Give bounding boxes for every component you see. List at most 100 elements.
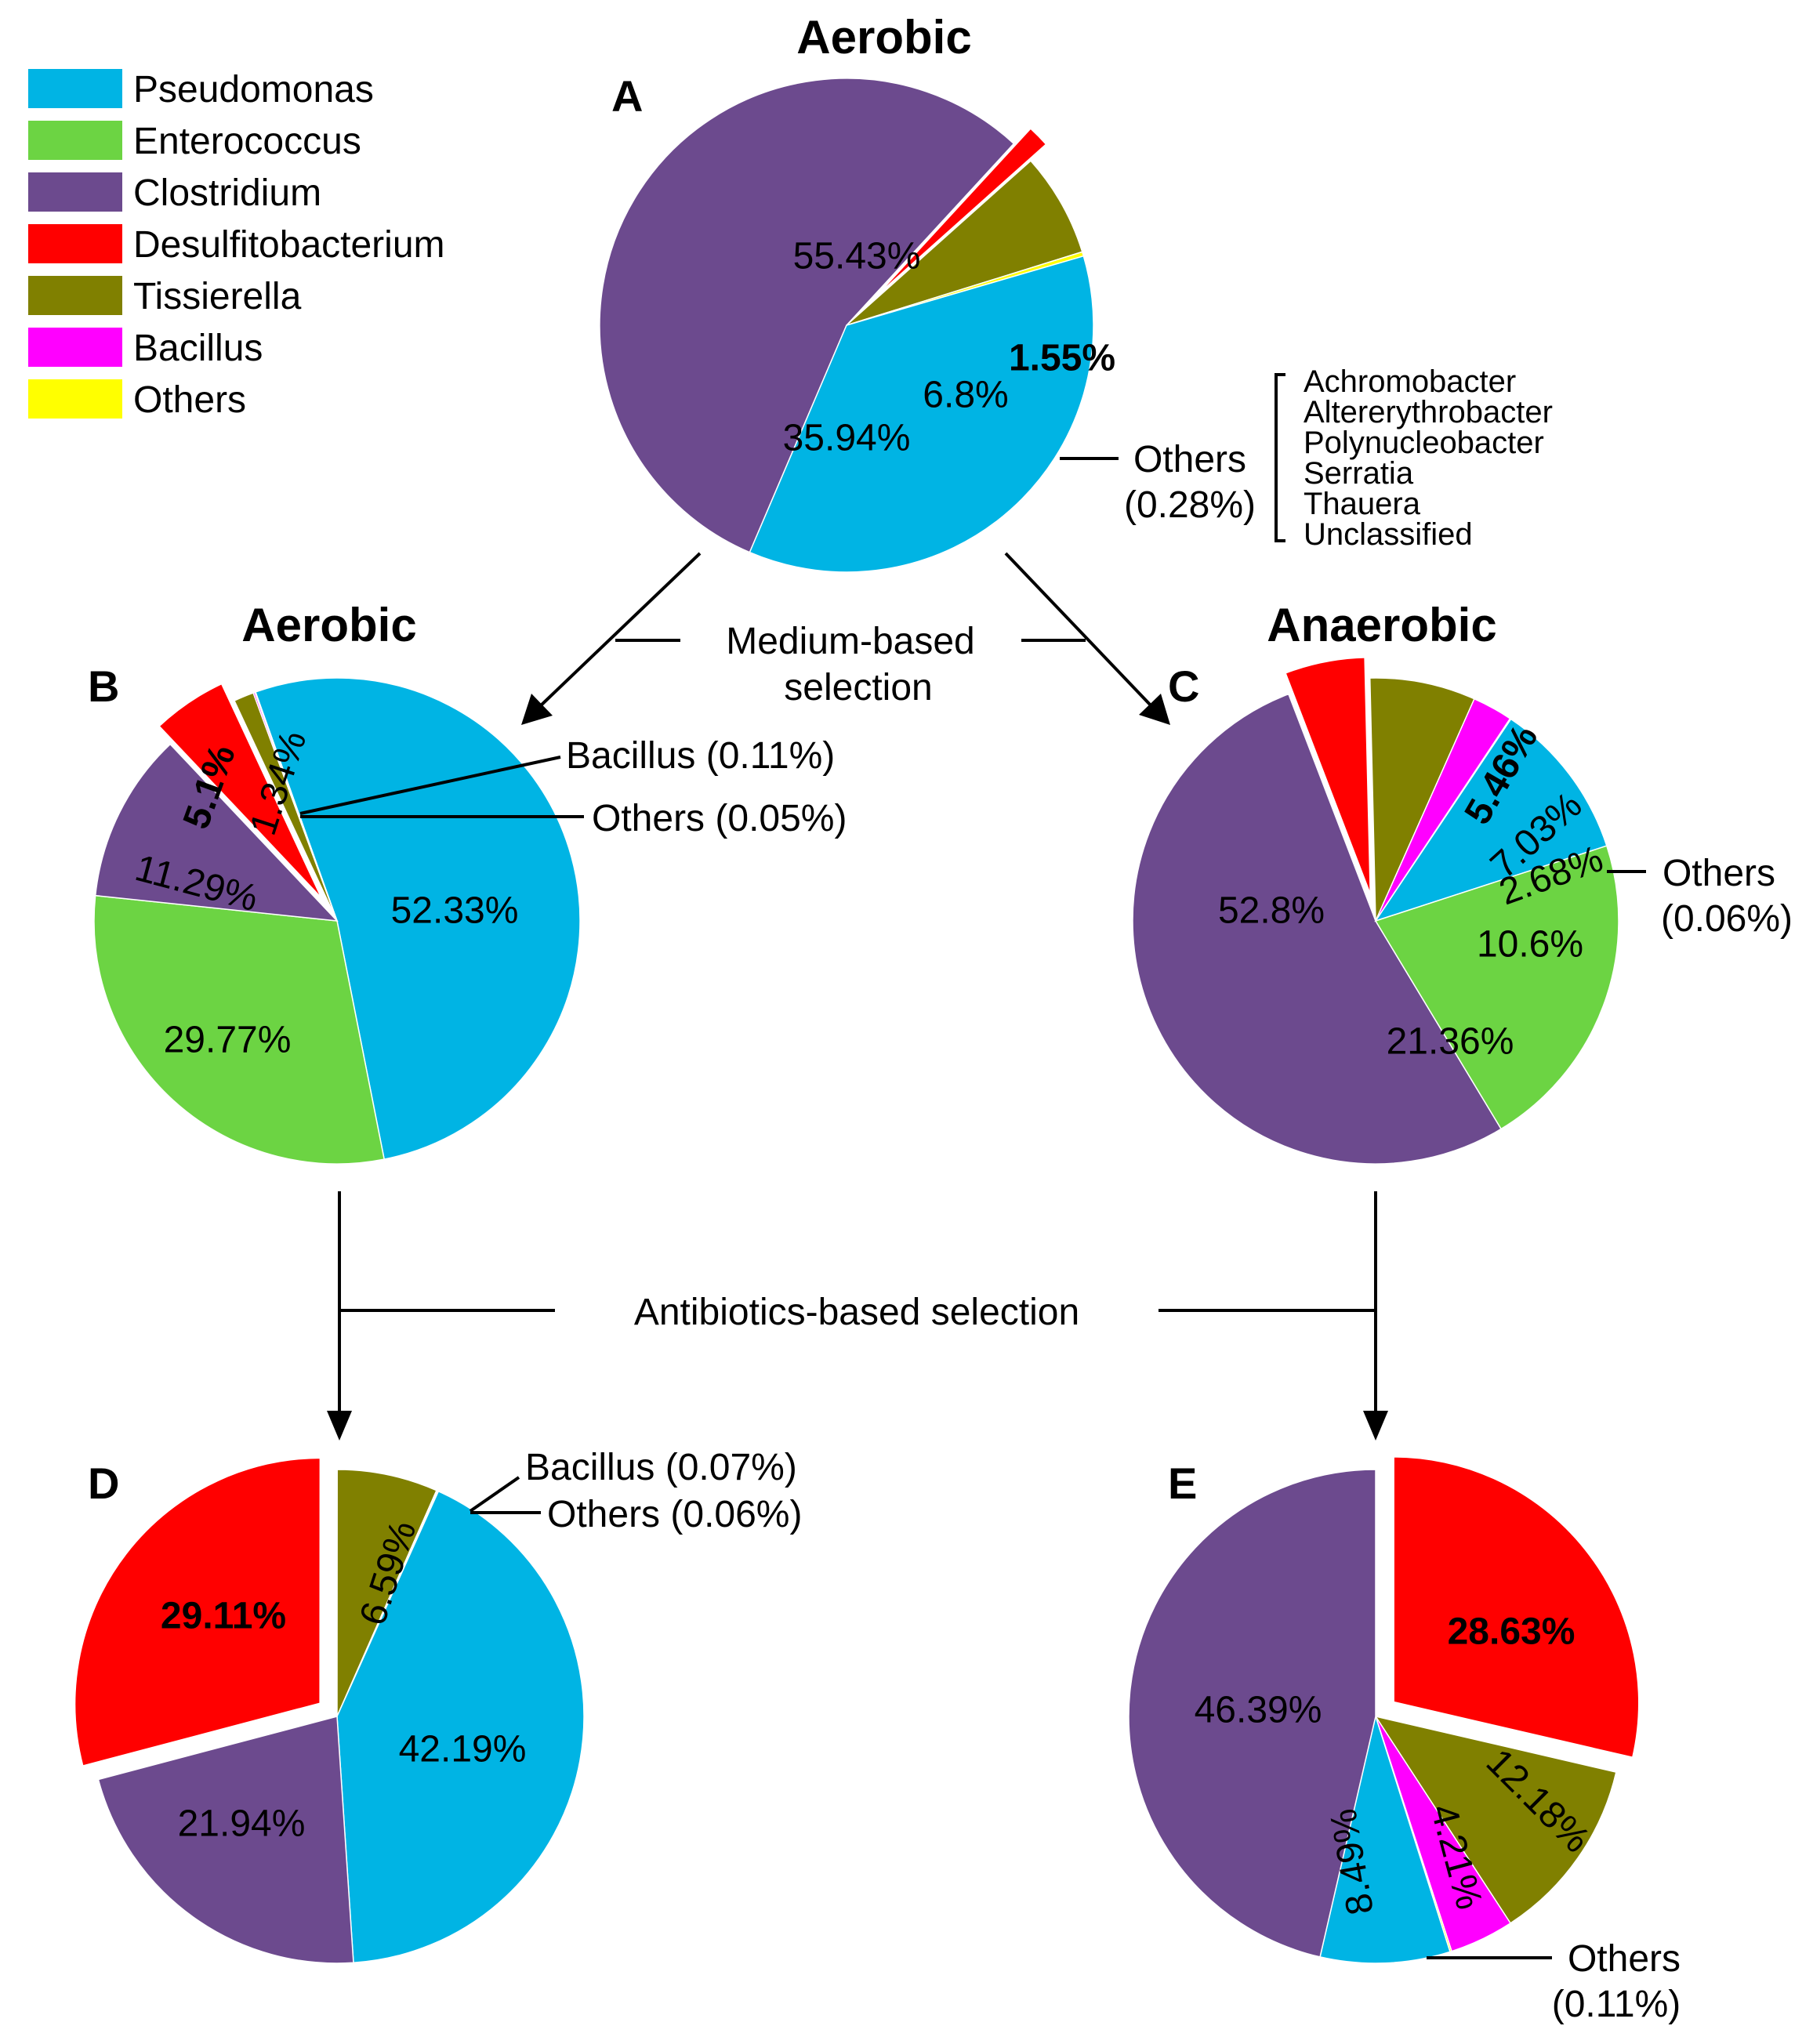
legend-label-others: Others xyxy=(133,379,246,421)
pie-d-slice-pseudomonas xyxy=(336,1490,585,1964)
b-others-label: Others (0.05%) xyxy=(592,798,847,839)
arrowhead-b xyxy=(521,694,553,725)
panel-d-annotations: Bacillus (0.07%) Others (0.06%) xyxy=(469,1447,802,1535)
panel-letter-e: E xyxy=(1168,1459,1197,1508)
pie-a-label-pseudomonas: 35.94% xyxy=(783,418,911,459)
pie-d-label-pseudomonas: 42.19% xyxy=(399,1729,527,1770)
header-c: Anaerobic xyxy=(1267,599,1496,651)
pie-a-slice-clostridium xyxy=(599,78,1015,553)
pie-chart-d: 29.11% 6.59%42.19%21.94% xyxy=(72,1455,585,1964)
pie-d-label-clostridium: 21.94% xyxy=(178,1803,306,1845)
arrow-a-to-c xyxy=(1004,552,1154,709)
panel-a-annotations: Others (0.28%) Achromobacter Altererythr… xyxy=(1060,364,1553,552)
legend-swatch-others xyxy=(28,379,122,419)
d-bacillus-label: Bacillus (0.07%) xyxy=(525,1447,797,1488)
legend-label-clostridium: Clostridium xyxy=(133,172,321,214)
pie-e-slice-desulfitobacterium xyxy=(1391,1454,1641,1761)
pie-e-slice-clostridium xyxy=(1128,1469,1376,1958)
pie-b-label-enterococcus: 29.77% xyxy=(164,1020,292,1061)
legend-label-tissierella: Tissierella xyxy=(133,276,302,317)
legend-swatch-bacillus xyxy=(28,328,122,367)
c-others-label: Others xyxy=(1663,853,1775,894)
others-genus-unclassified: Unclassified xyxy=(1304,517,1473,552)
a-others-value: (0.28%) xyxy=(1124,484,1256,526)
panel-letter-c: C xyxy=(1168,661,1199,711)
arrowhead-c xyxy=(1139,694,1170,725)
others-genus-serratia: Serratia xyxy=(1304,456,1414,491)
pie-c-label-enterococcus: 21.36% xyxy=(1387,1021,1514,1063)
arrowhead-e xyxy=(1363,1411,1388,1441)
e-others-label: Others xyxy=(1568,1938,1681,1980)
header-a: Aerobic xyxy=(796,11,971,63)
pie-chart-c: 52.8%5.46%7.03%2.68%10.6%21.36% xyxy=(1132,654,1619,1165)
pie-c-label-clostridium: 52.8% xyxy=(1218,890,1325,932)
pie-a-label-clostridium: 55.43% xyxy=(793,236,921,277)
header-b: Aerobic xyxy=(241,599,416,651)
others-genus-altererythrobacter: Altererythrobacter xyxy=(1304,395,1553,429)
antibiotics-selection-label: Antibiotics-based selection xyxy=(634,1292,1079,1333)
pie-e-label-desulfitobacterium: 28.63% xyxy=(1448,1611,1575,1653)
c-others-value: (0.06%) xyxy=(1661,898,1793,940)
pie-chart-b: 52.33%29.77%11.29%5.1%1.34% xyxy=(93,677,581,1165)
panel-letter-d: D xyxy=(88,1459,119,1508)
pie-chart-a: 55.43% 1.55%6.8% 35.94% xyxy=(599,78,1115,573)
legend-swatch-clostridium xyxy=(28,172,122,212)
pie-d-slice-desulfitobacterium xyxy=(72,1455,323,1770)
pie-e-label-clostridium: 46.39% xyxy=(1195,1690,1322,1731)
legend-label-pseudomonas: Pseudomonas xyxy=(133,69,374,111)
panel-letter-b: B xyxy=(88,661,119,711)
pie-a-label-desulfitobacterium: 1.55% xyxy=(1009,338,1115,379)
e-others-value: (0.11%) xyxy=(1552,1984,1681,2025)
pie-d-label-desulfitobacterium: 29.11% xyxy=(161,1596,286,1637)
pie-a-slice-desulfitobacterium xyxy=(861,125,1050,310)
others-genus-thauera: Thauera xyxy=(1304,487,1421,521)
legend-swatch-desulfitobacterium xyxy=(28,224,122,263)
pie-c-slice-tissierella xyxy=(1369,677,1475,922)
pie-d-slice-clostridium xyxy=(97,1716,354,1964)
legend: Pseudomonas Enterococcus Clostridium Des… xyxy=(28,69,445,421)
a-others-label: Others xyxy=(1133,439,1246,480)
medium-selection-label-line1: Medium-based xyxy=(726,621,974,662)
leader-d-bacillus xyxy=(469,1476,520,1513)
legend-label-enterococcus: Enterococcus xyxy=(133,121,361,162)
medium-selection-label-line2: selection xyxy=(784,667,932,709)
medium-selection-arrows: Medium-based selection xyxy=(521,552,1170,725)
legend-swatch-enterococcus xyxy=(28,121,122,160)
arrowhead-d xyxy=(327,1411,352,1441)
pie-c-label-pseudomonas: 10.6% xyxy=(1477,924,1583,966)
panel-letter-a: A xyxy=(611,71,643,121)
d-others-label: Others (0.06%) xyxy=(547,1494,802,1535)
panel-e-annotations: Others (0.11%) xyxy=(1427,1938,1681,2025)
pie-c-slice-enterococcus xyxy=(1374,845,1619,1130)
pie-d-slice-tissierella xyxy=(336,1469,437,1717)
others-genus-polynucleobacter: Polynucleobacter xyxy=(1304,426,1544,460)
others-bracket xyxy=(1275,373,1285,542)
pie-c-slice-clostridium xyxy=(1132,693,1503,1165)
pie-b-slice-clostridium xyxy=(94,743,339,922)
pie-e-slice-tissierella xyxy=(1374,1715,1617,1924)
pie-e-slice-pseudomonas xyxy=(1319,1714,1451,1964)
arrow-a-to-b xyxy=(538,552,702,709)
pie-b-label-pseudomonas: 52.33% xyxy=(391,890,519,932)
leader-b-bacillus xyxy=(299,756,561,815)
pie-a-label-tissierella: 6.8% xyxy=(923,375,1008,416)
legend-swatch-tissierella xyxy=(28,276,122,315)
pie-c-slice-pseudomonas xyxy=(1374,718,1608,922)
b-bacillus-label: Bacillus (0.11%) xyxy=(566,735,835,777)
pie-chart-e: 28.63%12.18%4.21%8.49%46.39% xyxy=(1128,1454,1641,1964)
antibiotics-selection-arrows: Antibiotics-based selection xyxy=(327,1191,1388,1441)
pie-a-slice-pseudomonas xyxy=(749,255,1094,573)
pie-c-slice-desulfitobacterium xyxy=(1282,654,1373,901)
pie-b-slice-pseudomonas xyxy=(255,677,581,1160)
others-genus-achromobacter: Achromobacter xyxy=(1304,364,1516,399)
pie-a-slice-tissierella xyxy=(846,160,1083,326)
legend-label-bacillus: Bacillus xyxy=(133,328,263,369)
pie-b-slice-others xyxy=(254,691,338,922)
pie-b-slice-desulfitobacterium xyxy=(155,680,327,904)
legend-swatch-pseudomonas xyxy=(28,69,122,108)
pie-b-slice-enterococcus xyxy=(93,894,386,1165)
panel-b-annotations: Bacillus (0.11%) Others (0.05%) xyxy=(299,735,847,839)
legend-label-desulfitobacterium: Desulfitobacterium xyxy=(133,224,445,266)
panel-c-annotations: Others (0.06%) xyxy=(1607,853,1793,940)
